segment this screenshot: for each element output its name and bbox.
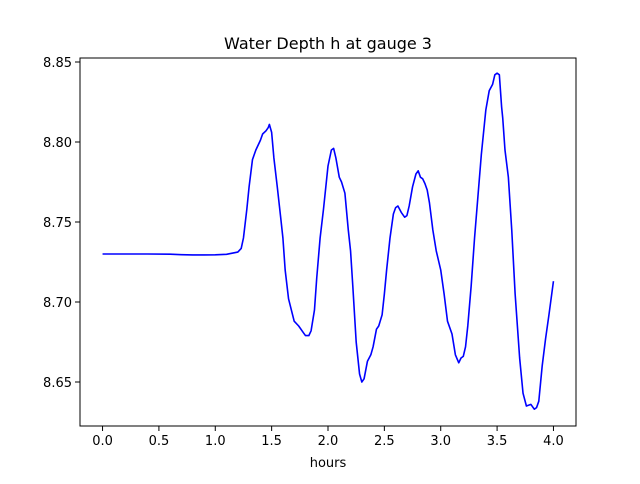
ticks-layer: 0.0 0.5 1.0 1.5 2.0 2.5 3.0 3.5 4.0 8.65 8.70 8.75 8… xyxy=(43,56,564,449)
x-axis-label: hours xyxy=(310,456,347,471)
x-tick-label: 1.5 xyxy=(261,434,282,449)
series-line-0 xyxy=(102,72,555,411)
x-tick-label: 1.0 xyxy=(205,434,226,449)
y-tick-label: 8.85 xyxy=(43,56,72,71)
series-layer xyxy=(102,72,555,411)
x-tick-label: 2.0 xyxy=(318,434,339,449)
y-tick-label: 8.65 xyxy=(43,376,72,391)
y-tick-label: 8.75 xyxy=(43,216,72,231)
x-tick-label: 4.0 xyxy=(543,434,564,449)
x-tick-label: 0.0 xyxy=(92,434,113,449)
x-tick-label: 3.5 xyxy=(487,434,508,449)
x-tick-label: 3.0 xyxy=(430,434,451,449)
x-tick-label: 0.5 xyxy=(149,434,170,449)
y-tick-label: 8.70 xyxy=(43,296,72,311)
x-tick-label: 2.5 xyxy=(374,434,395,449)
chart-title: Water Depth h at gauge 3 xyxy=(224,34,432,53)
y-tick-label: 8.80 xyxy=(43,136,72,151)
